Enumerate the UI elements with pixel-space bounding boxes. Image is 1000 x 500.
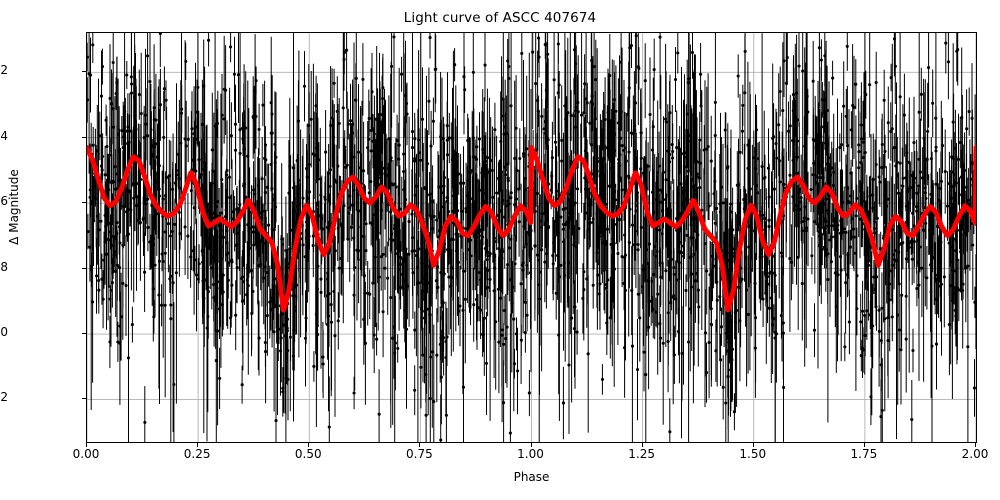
y-tick-label: −0.08 bbox=[0, 259, 8, 274]
x-tick-mark bbox=[197, 443, 199, 447]
model-line bbox=[87, 145, 976, 313]
y-tick-mark bbox=[82, 398, 86, 400]
plot-canvas bbox=[87, 33, 976, 442]
x-tick-label: 2.00 bbox=[961, 447, 989, 461]
x-tick-label: 0.50 bbox=[294, 447, 322, 461]
y-tick-mark bbox=[82, 333, 86, 335]
chart-title: Light curve of ASCC 407674 bbox=[403, 10, 597, 26]
x-tick-label: 0.00 bbox=[72, 447, 100, 461]
x-tick-label: 1.75 bbox=[850, 447, 878, 461]
x-tick-mark bbox=[419, 443, 421, 447]
plot-area bbox=[86, 32, 977, 443]
y-tick-label: −0.02 bbox=[0, 63, 8, 78]
y-tick-mark bbox=[82, 267, 86, 269]
y-tick-label: −0.12 bbox=[0, 390, 8, 405]
x-tick-mark bbox=[975, 443, 976, 447]
x-tick-label: 1.25 bbox=[628, 447, 655, 461]
y-tick-label: −0.10 bbox=[0, 325, 8, 340]
x-tick-mark bbox=[308, 443, 310, 447]
y-tick-label: −0.06 bbox=[0, 194, 8, 209]
x-tick-mark bbox=[641, 443, 643, 447]
x-tick-mark bbox=[530, 443, 532, 447]
x-tick-label: 1.00 bbox=[517, 447, 544, 461]
folded-model-curve bbox=[87, 145, 976, 313]
x-tick-mark bbox=[86, 443, 87, 447]
y-tick-mark bbox=[82, 71, 86, 73]
x-tick-mark bbox=[863, 443, 865, 447]
y-tick-mark bbox=[82, 202, 86, 204]
x-tick-label: 0.25 bbox=[183, 447, 211, 461]
y-tick-label: −0.04 bbox=[0, 128, 8, 143]
x-tick-mark bbox=[752, 443, 754, 447]
x-tick-label: 1.50 bbox=[739, 447, 767, 461]
y-tick-mark bbox=[82, 136, 86, 138]
x-tick-label: 0.75 bbox=[406, 447, 433, 461]
x-axis-label: Phase bbox=[513, 470, 550, 484]
